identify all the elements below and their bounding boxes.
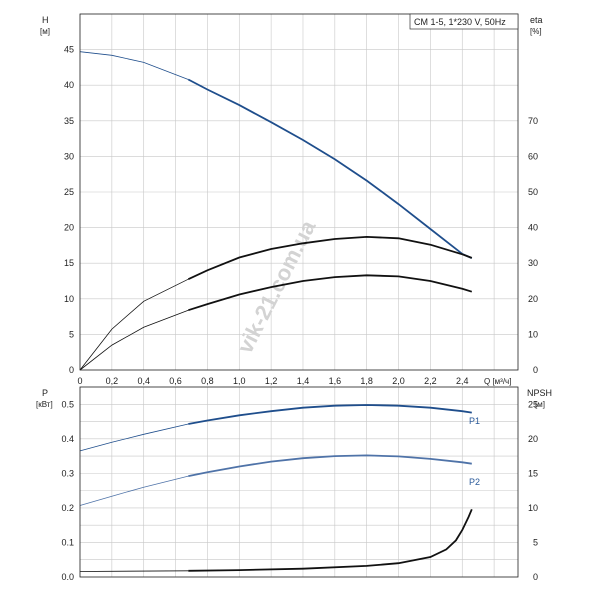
chart-title: CM 1-5, 1*230 V, 50Hz [414, 17, 506, 27]
y-right-tick-label: 0 [533, 365, 538, 375]
top-panel-tick-labels: 0 0,2 0,4 0,6 0,8 1,0 1,2 1,4 1,6 1,8 2,0 2,2 2,4 0 5 1… [64, 45, 538, 386]
x-tick-label: 1,6 [329, 376, 342, 386]
y-left-tick-label: 5 [69, 329, 74, 339]
x-tick-label: 2,2 [424, 376, 437, 386]
top-left-axis-unit: [м] [40, 27, 50, 36]
y-right-tick-label: 40 [528, 223, 538, 233]
y-right-tick-label: 60 [528, 151, 538, 161]
y-left-tick-label: 0.1 [61, 537, 74, 547]
y-left-tick-label: 0.5 [61, 399, 74, 409]
y-right-tick-label: 25 [528, 399, 538, 409]
bottom-left-axis-unit: [кВт] [36, 400, 53, 409]
top-panel-curves [79, 51, 473, 371]
y-left-tick-label: 0.4 [61, 434, 74, 444]
efficiency-2-curve-thin [79, 309, 189, 371]
y-right-tick-label: 10 [528, 503, 538, 513]
y-left-tick-label: 0.2 [61, 503, 74, 513]
top-right-axis-label: eta [530, 15, 543, 25]
x-tick-label: 2,0 [392, 376, 405, 386]
bottom-right-axis-unit: [м] [535, 400, 545, 409]
power-p1-curve-thin [79, 423, 189, 452]
power-p1-curve [188, 404, 472, 425]
y-right-tick-label: 20 [528, 294, 538, 304]
bottom-panel-frame [79, 386, 519, 578]
y-right-tick-label: 15 [528, 468, 538, 478]
top-panel-frame [79, 13, 519, 371]
npsh-curve-thin [79, 570, 189, 572]
efficiency-2-curve [188, 274, 473, 312]
y-left-tick-label: 15 [64, 258, 74, 268]
x-axis-label: Q [м³/ч] [484, 377, 511, 386]
y-right-tick-label: 30 [528, 258, 538, 268]
y-left-tick-label: 10 [64, 294, 74, 304]
y-right-tick-label: 5 [533, 537, 538, 547]
top-panel-grid [79, 13, 518, 371]
x-tick-label: 1,2 [265, 376, 278, 386]
top-right-axis-unit: [%] [530, 27, 542, 36]
npsh-curve [188, 508, 473, 572]
bottom-panel-tick-labels: 0.0 0.1 0.2 0.3 0.4 0.5 0 5 10 15 20 25 [61, 399, 538, 582]
bottom-left-axis-label: P [42, 388, 48, 398]
y-left-tick-label: 30 [64, 151, 74, 161]
y-left-tick-label: 40 [64, 80, 74, 90]
y-right-tick-label: 10 [528, 329, 538, 339]
bottom-right-axis-label: NPSH [527, 388, 552, 398]
bottom-panel-curves [79, 404, 473, 572]
x-tick-label: 2,4 [456, 376, 469, 386]
x-tick-label: 1,4 [297, 376, 310, 386]
series-label-p1: P1 [469, 416, 480, 426]
x-tick-label: 0,8 [201, 376, 214, 386]
x-tick-label: 0 [77, 376, 82, 386]
y-right-tick-label: 50 [528, 187, 538, 197]
efficiency-1-curve [187, 235, 473, 281]
x-tick-label: 0,2 [106, 376, 119, 386]
y-left-tick-label: 0.3 [61, 468, 74, 478]
chart-title-box [409, 13, 519, 30]
y-right-tick-label: 20 [528, 434, 538, 444]
y-left-tick-label: 0.0 [61, 572, 74, 582]
x-tick-label: 1,0 [233, 376, 246, 386]
y-right-tick-label: 70 [528, 116, 538, 126]
head-curve [187, 78, 473, 260]
efficiency-1-curve-thin [79, 278, 189, 371]
series-label-p2: P2 [469, 477, 480, 487]
power-p2-curve-thin [79, 475, 189, 506]
bottom-panel-grid [79, 386, 518, 578]
x-tick-label: 1,8 [360, 376, 373, 386]
y-left-tick-label: 35 [64, 116, 74, 126]
x-tick-label: 0,4 [137, 376, 150, 386]
y-right-tick-label: 0 [533, 572, 538, 582]
power-p2-curve [188, 454, 472, 477]
x-tick-label: 0,6 [169, 376, 182, 386]
y-left-tick-label: 45 [64, 45, 74, 55]
y-left-tick-label: 20 [64, 223, 74, 233]
y-left-tick-label: 0 [69, 365, 74, 375]
top-left-axis-label: H [42, 15, 49, 25]
head-curve-thin [79, 51, 189, 80]
y-left-tick-label: 25 [64, 187, 74, 197]
